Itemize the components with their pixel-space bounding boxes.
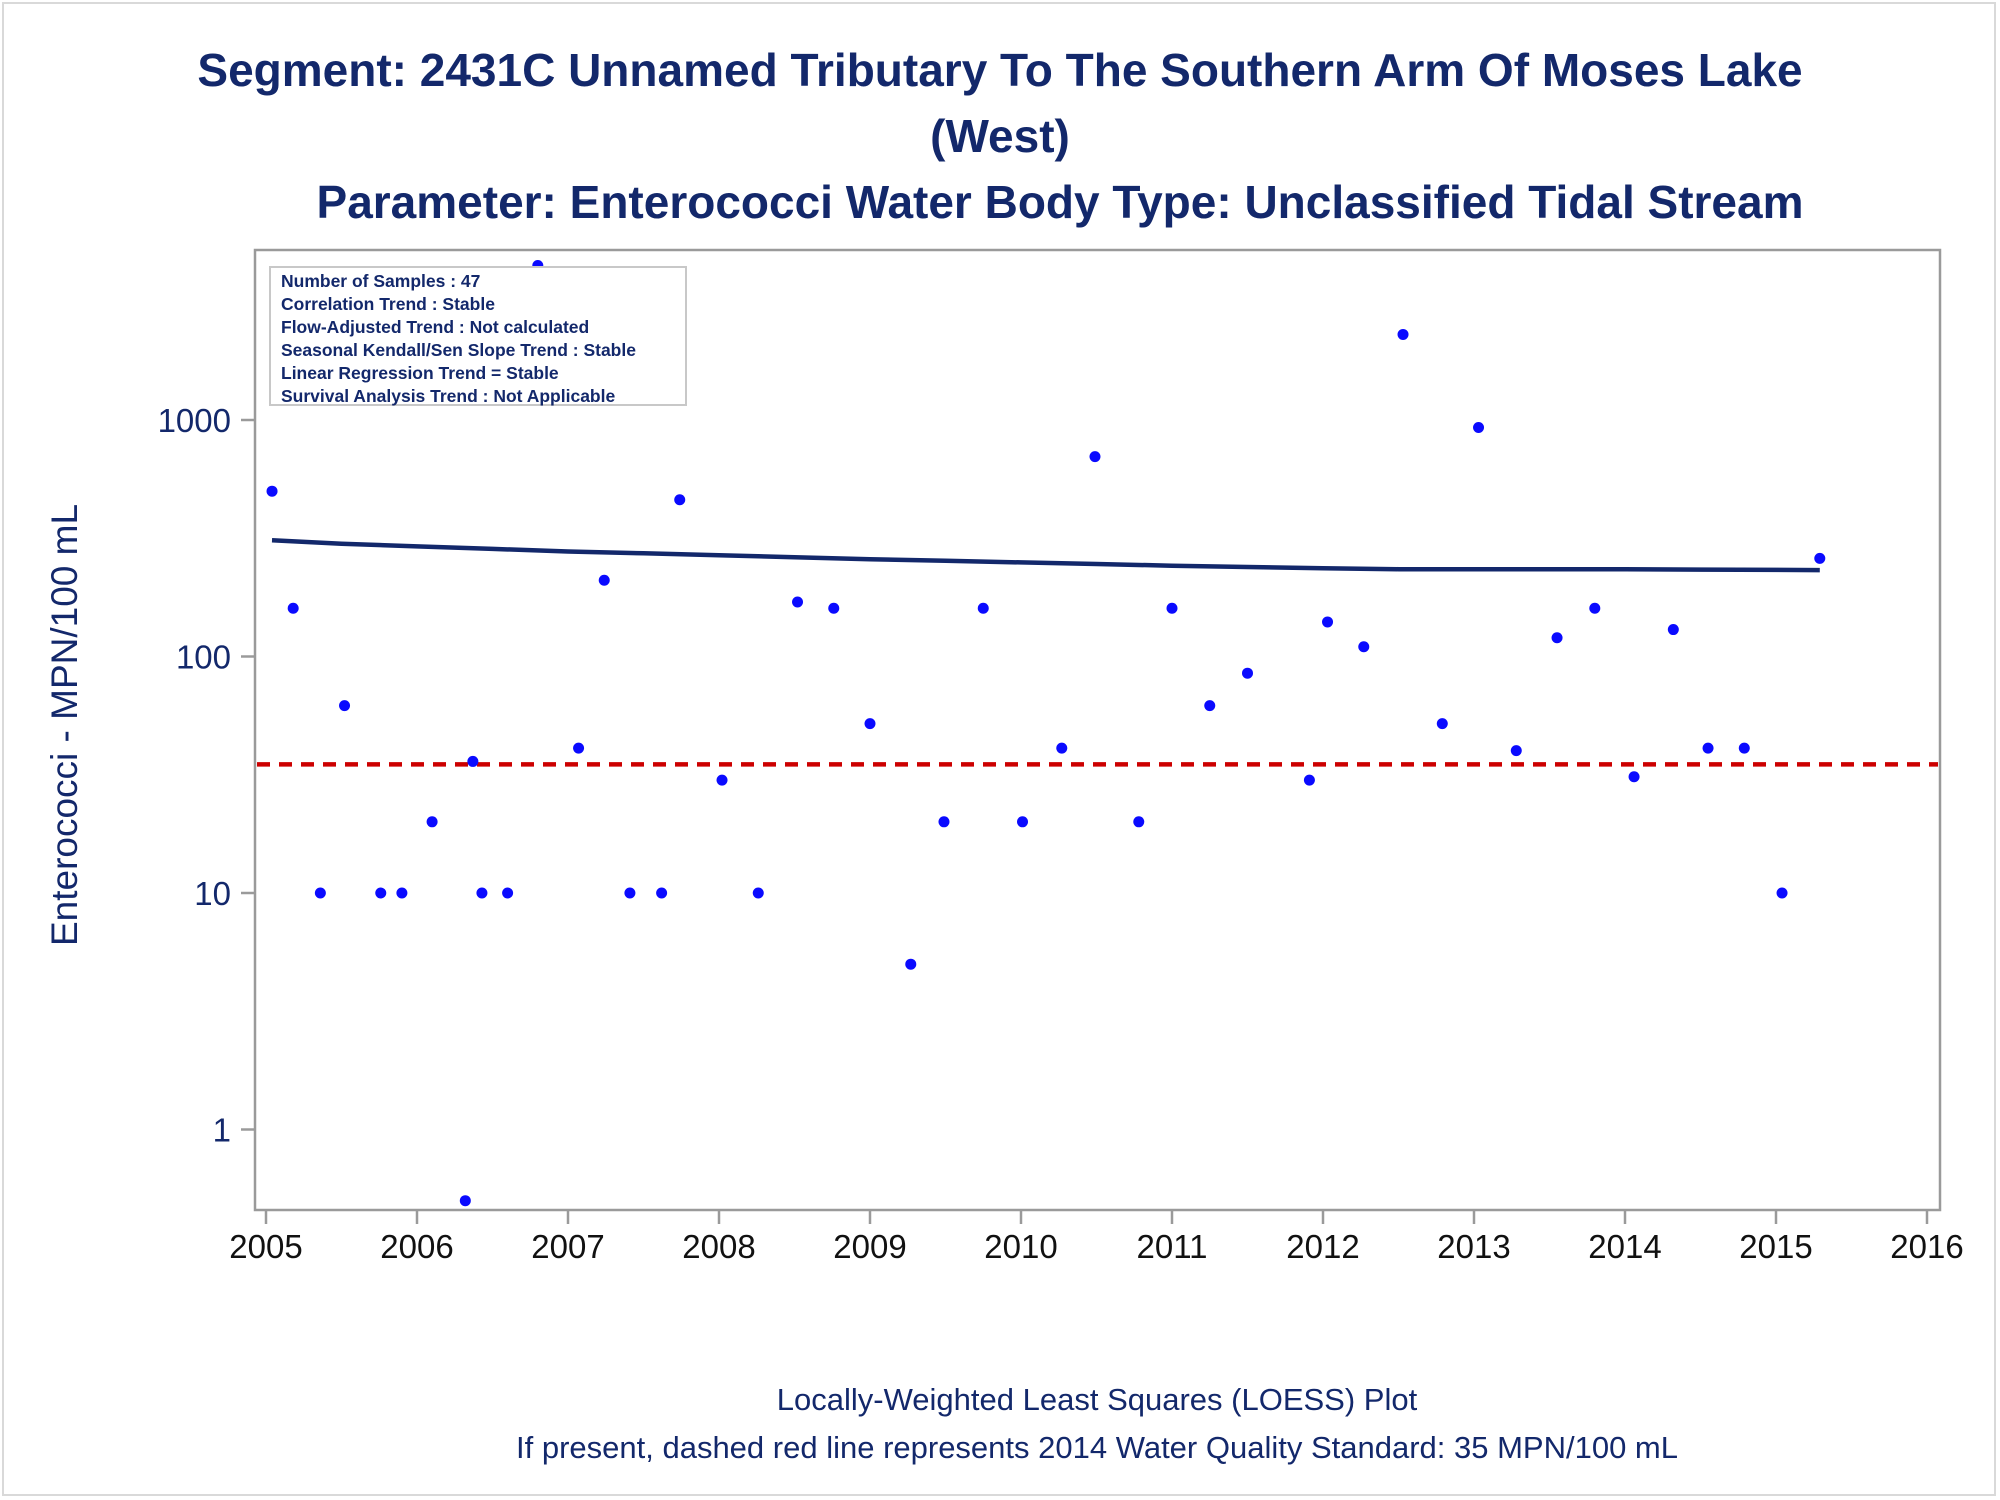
x-tick-label: 2013 (1437, 1228, 1510, 1265)
data-point (716, 774, 728, 786)
y-tick-label: 1 (213, 1112, 231, 1149)
chart-title-parameter: Parameter: Enterococci Water Body Type: … (316, 176, 1804, 228)
data-point (1322, 616, 1334, 628)
stat-seasonal-kendall-trend: Seasonal Kendall/Sen Slope Trend : Stabl… (281, 340, 636, 360)
data-point (1814, 552, 1826, 564)
plot-area-border (253, 248, 1942, 1212)
data-point (1702, 742, 1714, 754)
data-point (426, 816, 438, 828)
data-point (752, 887, 764, 899)
y-tick-label: 10 (194, 875, 231, 912)
data-point (1510, 745, 1522, 757)
stat-linear-regression-trend: Linear Regression Trend = Stable (281, 363, 559, 383)
data-point (502, 887, 514, 899)
trend-stats-box: Number of Samples : 47 Correlation Trend… (269, 266, 687, 406)
data-point (476, 887, 488, 899)
data-point (375, 887, 387, 899)
x-tick-label: 2014 (1588, 1228, 1661, 1265)
data-point (573, 742, 585, 754)
data-point (598, 574, 610, 586)
data-point (1166, 602, 1178, 614)
data-point (314, 887, 326, 899)
data-point (656, 887, 668, 899)
data-point (1667, 624, 1679, 636)
data-point (1738, 742, 1750, 754)
x-tick-label: 2005 (229, 1228, 302, 1265)
data-point (1473, 421, 1485, 433)
data-point (467, 755, 479, 767)
data-point (864, 718, 876, 730)
stat-number-of-samples: Number of Samples : 47 (281, 271, 481, 291)
data-point (1303, 774, 1315, 786)
x-tick-label: 2009 (833, 1228, 906, 1265)
footnote-loess: Locally-Weighted Least Squares (LOESS) P… (776, 1382, 1418, 1417)
chart-title-line2: (West) (930, 110, 1070, 162)
data-point (792, 596, 804, 608)
x-tick-label: 2012 (1286, 1228, 1359, 1265)
data-point (905, 958, 917, 970)
data-point (674, 494, 686, 506)
data-point (1776, 887, 1788, 899)
y-axis-label: Enterococci - MPN/100 mL (44, 504, 85, 946)
y-tick-label: 100 (176, 639, 231, 676)
data-point (1397, 328, 1409, 340)
data-point (1628, 771, 1640, 783)
data-point (1358, 641, 1370, 653)
x-tick-label: 2015 (1739, 1228, 1812, 1265)
x-tick-label: 2011 (1137, 1228, 1208, 1265)
data-point (1242, 667, 1253, 679)
data-point (1589, 602, 1601, 614)
data-point (339, 700, 351, 712)
x-tick-label: 2006 (380, 1228, 453, 1265)
footnote-standard: If present, dashed red line represents 2… (516, 1430, 1678, 1465)
x-tick-label: 2008 (682, 1228, 755, 1265)
loess-line (271, 538, 1820, 573)
stat-survival-analysis-trend: Survival Analysis Trend : Not Applicable (281, 386, 616, 406)
stat-correlation-trend: Correlation Trend : Stable (281, 294, 495, 314)
data-point (266, 485, 278, 497)
x-tick-label: 2007 (531, 1228, 604, 1265)
data-point (938, 816, 950, 828)
data-point (1133, 816, 1145, 828)
data-point (977, 602, 989, 614)
x-tick-label: 2016 (1890, 1228, 1963, 1265)
data-point (1551, 632, 1563, 644)
y-tick-label: 1000 (158, 402, 231, 439)
data-point (396, 887, 408, 899)
data-point (828, 602, 840, 614)
data-point (459, 1195, 471, 1207)
data-point (287, 602, 299, 614)
data-point (1017, 816, 1029, 828)
data-point (1436, 718, 1448, 730)
data-point (1089, 451, 1101, 463)
stat-flow-adjusted-trend: Flow-Adjusted Trend : Not calculated (281, 317, 590, 337)
data-point (624, 887, 636, 899)
x-tick-label: 2010 (984, 1228, 1057, 1265)
data-point (1056, 742, 1068, 754)
data-point (1204, 700, 1216, 712)
chart-title-line1: Segment: 2431C Unnamed Tributary To The … (197, 44, 1803, 96)
